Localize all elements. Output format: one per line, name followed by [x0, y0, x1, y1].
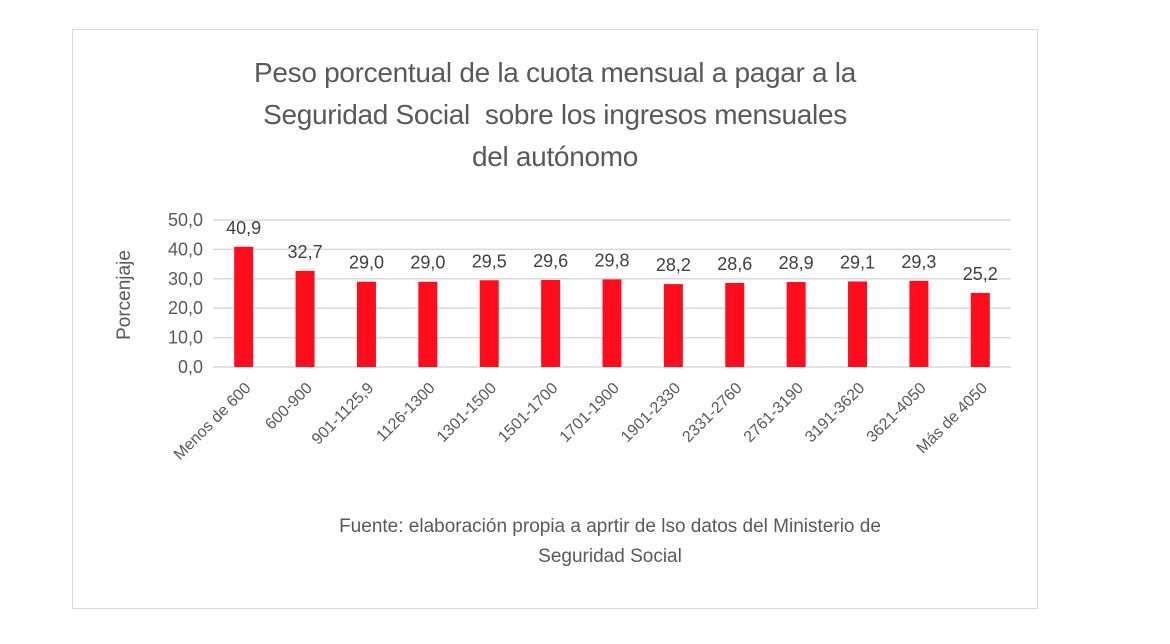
- bar: [848, 281, 868, 367]
- bar: [909, 280, 929, 367]
- category-label: 3621-4050: [864, 380, 930, 446]
- y-tick-label: 50,0: [168, 210, 203, 230]
- category-label: 1901-2330: [618, 380, 684, 446]
- category-label: 600-900: [262, 380, 316, 434]
- data-label: 29,1: [840, 252, 875, 272]
- chart-title: Peso porcentual de la cuota mensual a pa…: [72, 52, 1038, 178]
- y-tick-label: 30,0: [168, 269, 203, 289]
- category-label: 2761-3190: [741, 380, 807, 446]
- bar: [418, 281, 438, 367]
- category-label: 1501-1700: [495, 380, 561, 446]
- y-tick-label: 40,0: [168, 239, 203, 259]
- bar: [295, 270, 315, 367]
- data-label: 32,7: [288, 242, 323, 262]
- data-label: 29,0: [349, 253, 384, 273]
- bar: [970, 292, 990, 367]
- source-note: Fuente: elaboración propia a aprtir de l…: [240, 512, 980, 572]
- category-label: 3191-3620: [802, 380, 868, 446]
- chart-title-line: Seguridad Social sobre los ingresos mens…: [263, 99, 847, 130]
- category-label: Menos de 600: [171, 380, 255, 464]
- bar: [541, 279, 561, 367]
- category-label: 901-1125,9: [309, 380, 378, 449]
- bar: [479, 280, 499, 367]
- data-label: 29,5: [472, 251, 507, 271]
- y-tick-label: 0,0: [178, 357, 203, 377]
- chart-title-line: del autónomo: [471, 141, 639, 172]
- category-labels: Menos de 600 600-900901-1125,91126-130013…: [171, 380, 991, 464]
- y-tick-label: 10,0: [168, 328, 203, 348]
- data-label: 29,8: [594, 250, 629, 270]
- data-label: 28,9: [779, 253, 814, 273]
- category-label: 1701-1900: [557, 380, 623, 446]
- source-line: Seguridad Social: [538, 546, 682, 567]
- bar: [725, 282, 745, 367]
- bars: [234, 246, 990, 367]
- source-line: Fuente: elaboración propia a aprtir de l…: [339, 516, 881, 537]
- bar: [602, 279, 622, 367]
- bar: [356, 281, 376, 367]
- bar: [234, 246, 254, 367]
- data-label: 28,6: [717, 254, 752, 274]
- data-label: 29,6: [533, 251, 568, 271]
- data-label: 28,2: [656, 255, 691, 275]
- y-axis-ticks: 0,0 10,0 20,0 30,0 40,0 50,0: [168, 210, 203, 377]
- category-label: 2331-2760: [679, 380, 745, 446]
- y-tick-label: 20,0: [168, 298, 203, 318]
- bar: [786, 282, 806, 367]
- category-label: 1126-1300: [373, 380, 438, 445]
- data-label: 29,3: [901, 252, 936, 272]
- data-label: 29,0: [410, 253, 445, 273]
- chart-title-line: Peso porcentual de la cuota mensual a pa…: [253, 57, 856, 88]
- category-label: 1301-1500: [434, 380, 500, 446]
- data-labels: 40,9 32,7 29,0 29,0 29,5 29,6 29,8 28,2 28,6 28,9…: [226, 218, 998, 284]
- data-label: 25,2: [963, 264, 998, 284]
- data-label: 40,9: [226, 218, 261, 238]
- bar: [663, 284, 683, 367]
- y-axis-label: Porcenjaje: [114, 250, 135, 340]
